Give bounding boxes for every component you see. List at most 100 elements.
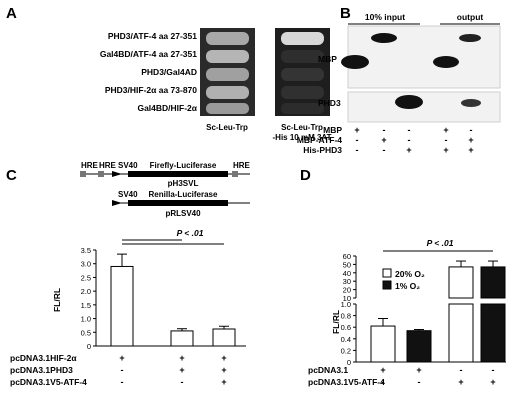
y-tick-label: 0.8 [341,312,351,321]
panel-b-sign: + [468,135,473,145]
panel-c-sign: + [179,353,184,363]
legend-20-o2: 20% O₂ [395,269,425,279]
panel-d-row-label: pcDNA3.1 [308,365,348,375]
construct-1-name: pH3SVL [168,179,199,188]
y-tick-label: 1.5 [81,301,91,310]
y-tick-label: 0.4 [341,335,351,344]
panel-a-plate-1 [200,28,255,116]
panel-c-row-label: pcDNA3.1HIF-2α [10,353,77,363]
panel-b-blot-mbp [341,25,501,89]
panel-a-row-label: Gal4BD/HIF-2α [137,103,197,113]
panel-a-row-label: PHD3/HIF-2α aa 73-870 [105,85,197,95]
panel-d-sign: - [460,365,463,375]
legend-1-o2: 1% O₂ [395,281,420,291]
y-tick-label: 40 [343,269,351,278]
panel-c-ylabel: FL/RL [52,288,62,312]
panel-c-construct-1: HRE HRE SV40 Firefly-Luciferase HRE pH3S… [80,161,251,188]
panel-b-header-output: output [457,12,484,22]
y-tick-label: 20 [343,286,351,295]
construct-2-promoter: SV40 [118,190,138,199]
panel-a-row-label: Gal4BD/ATF-4 aa 27-351 [100,49,197,59]
panel-b-row-label: His-PHD3 [303,145,342,155]
panel-d-sign: - [382,377,385,387]
panel-b-sign: - [383,145,386,155]
panel-d-sign-grid: + + - - - - + + [380,365,495,387]
panel-a-row-label: PHD3/Gal4AD [141,67,197,77]
panel-b-sign: - [445,135,448,145]
panel-c-significance-brackets [122,239,224,245]
y-tick-label: 1.0 [341,300,351,309]
panel-c-chart: 0 0.5 1.0 1.5 2.0 2.5 3.0 3.5 [81,246,246,351]
panel-b-sign: + [443,125,448,135]
construct-1-hre-2: HRE [99,161,117,170]
bar [170,330,194,347]
y-tick-label: 3.0 [81,260,91,269]
panel-a-plate-2-label-line2: -His 10 mM 3AT [273,133,332,142]
bar [406,330,432,363]
panel-d-ylabel: FL/RL [331,310,341,334]
y-tick-label: 0.5 [81,328,91,337]
panel-a-row-labels: PHD3/ATF-4 aa 27-351 Gal4BD/ATF-4 aa 27-… [100,31,198,113]
panel-c-sign: - [121,365,124,375]
panel-d-row-label: pcDNA3.1V5-ATF-4 [308,377,385,387]
panel-d-sign: + [458,377,463,387]
y-tick-label: 0.6 [341,323,351,332]
panel-b-sign: + [468,145,473,155]
panel-c-row-labels: pcDNA3.1HIF-2α pcDNA3.1PHD3 pcDNA3.1V5-A… [10,353,87,387]
bar [370,325,396,363]
construct-1-promoter: SV40 [118,161,138,170]
panel-d-sign: - [492,365,495,375]
panel-b-blot-phd3 [347,91,501,123]
panel-c-sign: + [221,365,226,375]
y-tick-label: 0 [87,342,91,351]
panel-c-row-label: pcDNA3.1PHD3 [10,365,73,375]
panel-a-plate-1-label: Sc-Leu-Trp [206,123,248,132]
panel-a-row-label: PHD3/ATF-4 aa 27-351 [108,31,197,41]
panel-c-pvalue: P < .01 [177,228,204,238]
panel-c-construct-2: SV40 Renilla-Luciferase pRLSV40 [112,190,250,218]
panel-c-sign: - [121,377,124,387]
panel-d-legend: 20% O₂ 1% O₂ [382,268,425,291]
panel-d-pvalue: P < .01 [427,238,454,248]
y-tick-label: 0.2 [341,346,351,355]
panel-b-sign: - [408,125,411,135]
panel-c-sign: + [221,377,226,387]
panel-b-blot-2-label: PHD3 [318,98,341,108]
panel-b-sign: + [443,145,448,155]
y-tick-label: 60 [343,252,351,261]
panel-b-sign: - [408,135,411,145]
panel-a-plate-2 [275,28,330,116]
bar [212,328,236,347]
panel-d-letter: D [300,167,311,184]
panel-a-plate-2-label-line1: Sc-Leu-Trp [281,123,323,132]
panel-c-sign: + [119,353,124,363]
panel-c-sign: - [181,377,184,387]
y-tick-label: 10 [343,294,351,303]
panel-b-blot-1-label: MBP [318,54,337,64]
panel-c-sign: + [221,353,226,363]
bar [448,266,474,299]
construct-2-name: pRLSV40 [165,209,201,218]
bar [110,265,134,347]
panel-b-letter: B [340,5,351,22]
panel-b-sign: - [470,125,473,135]
panel-c-sign-grid: + + + - + + - - + [119,353,226,387]
construct-2-gene: Renilla-Luciferase [149,190,218,199]
panel-c-letter: C [6,167,17,184]
construct-1-hre-3: HRE [233,161,251,170]
panel-c-row-label: pcDNA3.1V5-ATF-4 [10,377,87,387]
bar-lower-segment [480,303,506,363]
y-tick-label: 30 [343,277,351,286]
construct-1-gene: Firefly-Luciferase [150,161,217,170]
panel-d-sign: - [418,377,421,387]
panel-b-sign-grid: + - - + -- + - - +- - + + + [354,125,473,155]
y-tick-label: 3.5 [81,246,91,255]
panel-b-row-label: MBP-ATF-4 [297,135,342,145]
panel-d-sign: + [380,365,385,375]
y-tick-label: 1.0 [81,315,91,324]
panel-b-sign: - [383,125,386,135]
panel-b-sign: - [356,145,359,155]
bar-lower-segment [448,303,474,363]
